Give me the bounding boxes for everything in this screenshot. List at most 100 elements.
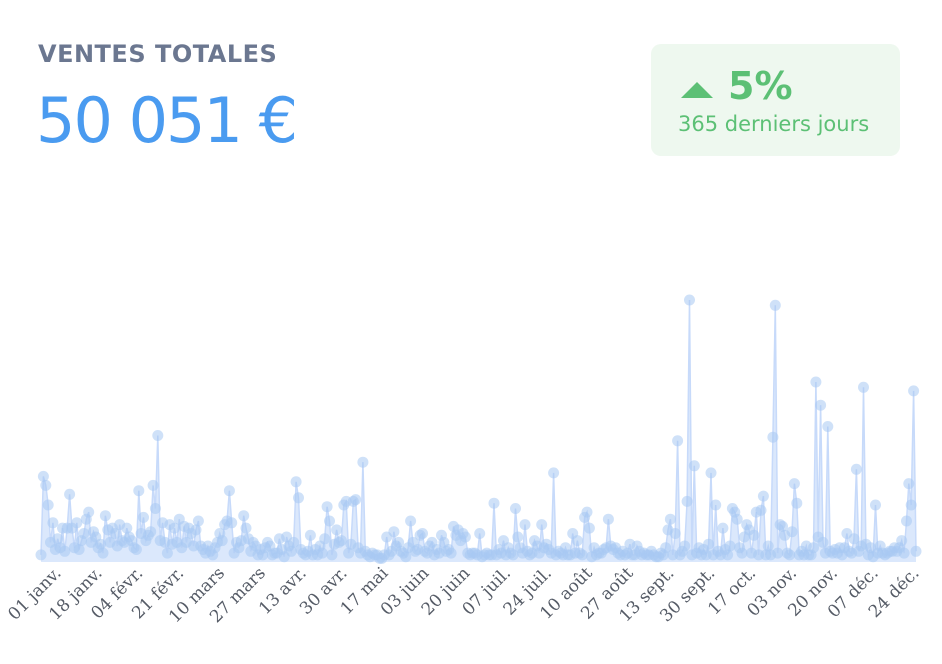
data-point[interactable] [147, 479, 159, 491]
data-point[interactable] [293, 492, 304, 504]
data-point[interactable] [672, 435, 684, 447]
data-point[interactable] [37, 470, 49, 482]
data-point[interactable] [905, 499, 917, 511]
data-point[interactable] [757, 490, 769, 502]
data-point[interactable] [335, 535, 347, 547]
data-point[interactable] [169, 522, 180, 534]
data-point[interactable] [808, 542, 819, 554]
data-point[interactable] [705, 467, 717, 479]
data-point[interactable] [357, 456, 369, 468]
data-point[interactable] [445, 547, 457, 559]
data-point[interactable] [145, 526, 157, 538]
data-point[interactable] [548, 467, 560, 479]
data-point[interactable] [731, 513, 743, 525]
data-point[interactable] [149, 503, 161, 514]
data-point[interactable] [717, 522, 729, 534]
data-point[interactable] [97, 547, 109, 559]
data-point[interactable] [507, 549, 519, 561]
data-point[interactable] [519, 519, 531, 531]
data-point[interactable] [908, 385, 920, 397]
data-point[interactable] [288, 536, 300, 548]
data-point[interactable] [755, 504, 767, 516]
data-point[interactable] [71, 517, 83, 529]
data-point[interactable] [583, 522, 595, 534]
data-point[interactable] [343, 547, 355, 559]
data-point[interactable] [304, 529, 316, 541]
data-point[interactable] [870, 499, 881, 511]
data-point[interactable] [850, 463, 862, 475]
data-point[interactable] [350, 494, 362, 506]
data-point[interactable] [901, 515, 912, 527]
data-point[interactable] [786, 526, 798, 538]
data-point[interactable] [815, 399, 827, 411]
data-point[interactable] [722, 549, 734, 561]
data-point[interactable] [417, 528, 428, 539]
data-point[interactable] [35, 549, 47, 561]
data-point[interactable] [767, 431, 779, 443]
data-point[interactable] [78, 528, 90, 539]
data-point[interactable] [898, 547, 910, 559]
data-point[interactable] [681, 495, 693, 507]
data-point[interactable] [581, 506, 593, 518]
data-point[interactable] [152, 430, 164, 441]
data-point[interactable] [817, 536, 829, 548]
data-point[interactable] [190, 524, 202, 536]
data-point[interactable] [47, 517, 59, 529]
data-point[interactable] [896, 535, 908, 547]
data-point[interactable] [772, 547, 784, 559]
data-point[interactable] [238, 510, 250, 522]
data-point[interactable] [512, 531, 524, 543]
data-point[interactable] [784, 549, 796, 561]
data-point[interactable] [73, 544, 85, 555]
data-point[interactable] [64, 488, 76, 500]
data-point[interactable] [321, 501, 333, 513]
data-point[interactable] [40, 479, 52, 491]
data-point[interactable] [216, 535, 228, 547]
data-point[interactable] [602, 513, 614, 525]
data-point[interactable] [724, 540, 736, 552]
data-point[interactable] [710, 499, 722, 511]
data-point[interactable] [316, 547, 328, 559]
data-point[interactable] [95, 538, 107, 550]
data-point[interactable] [459, 531, 471, 543]
data-point[interactable] [388, 526, 400, 538]
data-point[interactable] [848, 533, 860, 545]
data-point[interactable] [769, 299, 781, 311]
data-point[interactable] [121, 522, 133, 534]
data-point[interactable] [684, 294, 695, 306]
data-point[interactable] [161, 547, 173, 559]
data-point[interactable] [536, 519, 548, 531]
data-point[interactable] [285, 545, 297, 557]
data-point[interactable] [324, 515, 335, 527]
data-point[interactable] [192, 515, 204, 527]
data-point[interactable] [52, 533, 64, 545]
data-point[interactable] [138, 511, 149, 523]
data-point[interactable] [223, 485, 235, 497]
data-point[interactable] [474, 528, 486, 539]
data-point[interactable] [810, 376, 822, 388]
data-point[interactable] [688, 460, 700, 472]
data-point[interactable] [326, 549, 338, 561]
data-point[interactable] [59, 545, 71, 557]
data-point[interactable] [99, 510, 111, 522]
data-point[interactable] [226, 517, 238, 529]
data-point[interactable] [576, 549, 588, 561]
data-point[interactable] [405, 515, 417, 527]
data-point[interactable] [822, 421, 834, 432]
data-point[interactable] [660, 542, 672, 554]
data-point[interactable] [488, 497, 500, 509]
data-point[interactable] [331, 524, 343, 536]
data-point[interactable] [910, 545, 922, 557]
data-point[interactable] [762, 540, 774, 552]
data-point[interactable] [679, 540, 691, 552]
data-point[interactable] [571, 535, 583, 547]
data-point[interactable] [130, 544, 142, 555]
data-point[interactable] [133, 485, 145, 497]
data-point[interactable] [83, 506, 95, 518]
data-point[interactable] [664, 513, 676, 525]
data-point[interactable] [319, 533, 331, 545]
data-point[interactable] [748, 529, 760, 541]
data-point[interactable] [240, 522, 252, 534]
data-point[interactable] [393, 536, 405, 548]
data-point[interactable] [703, 538, 715, 550]
